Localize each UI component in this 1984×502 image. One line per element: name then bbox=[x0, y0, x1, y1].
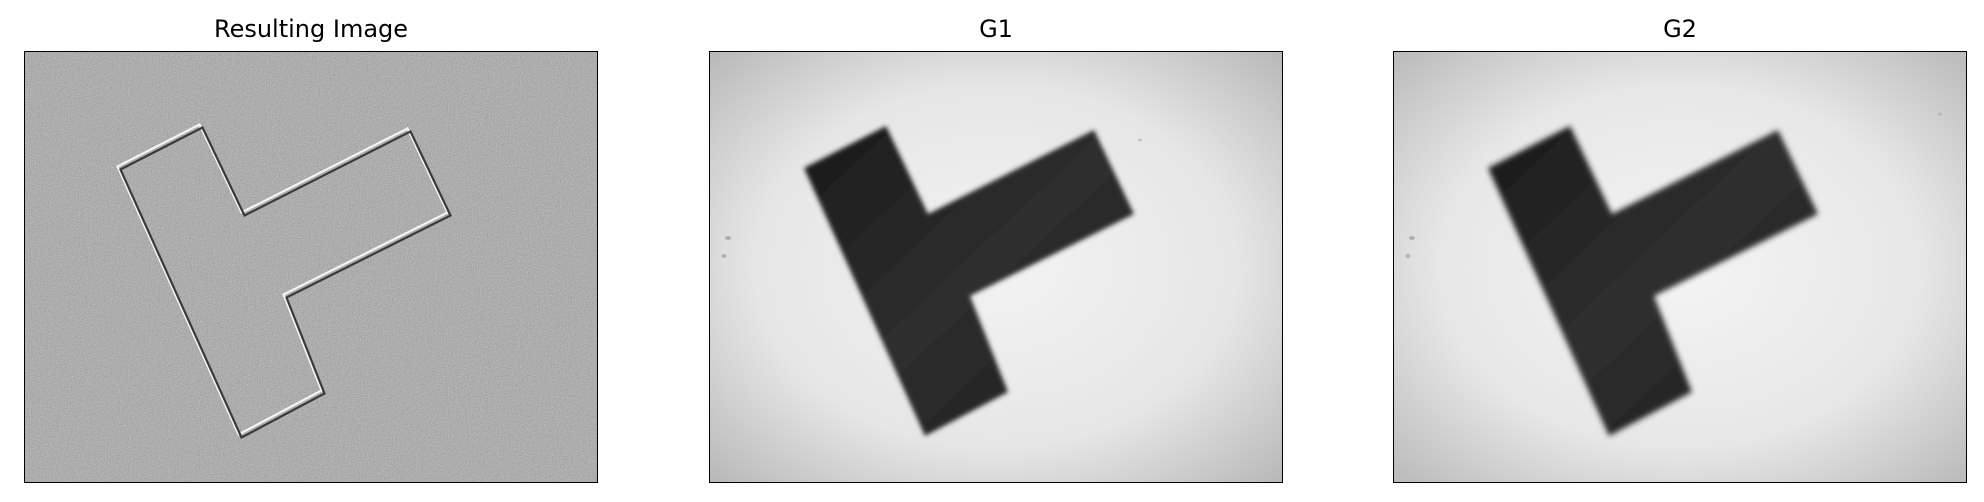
t-shape bbox=[1488, 126, 1818, 436]
g1-image bbox=[710, 52, 1282, 482]
panel-g1: G1 bbox=[709, 0, 1283, 502]
shape-outline-light bbox=[116, 123, 449, 437]
speck bbox=[1938, 112, 1942, 116]
speck bbox=[1409, 236, 1415, 240]
t-shape bbox=[804, 126, 1134, 436]
image-frame bbox=[709, 51, 1283, 483]
shape-outline-dark bbox=[119, 126, 452, 440]
panel-g2: G2 bbox=[1393, 0, 1967, 502]
image-frame bbox=[24, 51, 598, 483]
resulting-image bbox=[25, 52, 597, 482]
noise-layer bbox=[25, 52, 597, 482]
panel-resulting-image: Resulting Image bbox=[24, 0, 598, 502]
speck bbox=[1405, 254, 1411, 258]
panel-title: Resulting Image bbox=[213, 15, 409, 43]
g2-image bbox=[1394, 52, 1966, 482]
speck bbox=[1138, 138, 1142, 142]
panel-title: G2 bbox=[1663, 15, 1697, 43]
speck bbox=[725, 236, 731, 240]
speck bbox=[721, 254, 727, 258]
image-frame bbox=[1393, 51, 1967, 483]
panel-title: G1 bbox=[979, 15, 1013, 43]
